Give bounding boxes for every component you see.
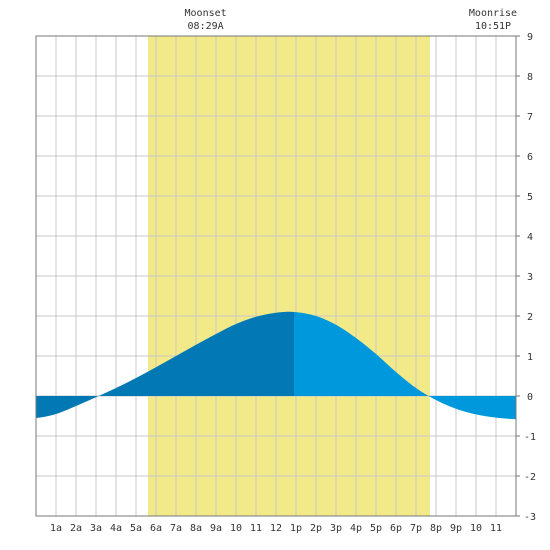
y-tick-label: -2 (524, 472, 536, 483)
axis-layer (35, 35, 520, 517)
x-tick-label: 5p (370, 523, 382, 534)
annotation-time: 10:51P (475, 21, 511, 32)
x-tick-label: 9p (450, 523, 462, 534)
annotation-time: 08:29A (188, 21, 224, 32)
x-tick-label: 10 (470, 523, 482, 534)
tide-area-rising (36, 311, 294, 418)
y-tick-label: 8 (527, 72, 533, 83)
x-tick-label: 7p (410, 523, 422, 534)
y-tick-label: 5 (527, 192, 533, 203)
x-tick-label: 4a (110, 523, 122, 534)
y-tick-label: -3 (524, 512, 536, 523)
y-tick-label: 7 (527, 112, 533, 123)
x-tick-label: 6a (150, 523, 162, 534)
tide-area-layer (36, 311, 516, 420)
y-tick-label: 6 (527, 152, 533, 163)
annotation-label: Moonrise (469, 8, 517, 19)
y-tick-label: 2 (527, 312, 533, 323)
grid-layer (36, 36, 516, 516)
x-tick-label: 8a (190, 523, 202, 534)
x-tick-label: 7a (170, 523, 182, 534)
x-tick-label: 8p (430, 523, 442, 534)
x-tick-label: 4p (350, 523, 362, 534)
tide-area-falling (294, 312, 516, 420)
x-tick-label: 2p (310, 523, 322, 534)
x-tick-label: 12 (270, 523, 282, 534)
y-tick-label: 4 (527, 232, 533, 243)
x-tick-label: 5a (130, 523, 142, 534)
x-tick-label: 3a (90, 523, 102, 534)
x-tick-label: 11 (490, 523, 502, 534)
x-tick-label: 2a (70, 523, 82, 534)
y-tick-label: 9 (527, 32, 533, 43)
y-tick-label: 0 (527, 392, 533, 403)
x-tick-label: 3p (330, 523, 342, 534)
y-tick-label: 3 (527, 272, 533, 283)
x-tick-label: 9a (210, 523, 222, 534)
annotation-label: Moonset (185, 8, 227, 19)
x-tick-label: 1p (290, 523, 302, 534)
x-tick-label: 1a (50, 523, 62, 534)
x-tick-label: 11 (250, 523, 262, 534)
y-tick-label: 1 (527, 352, 533, 363)
y-tick-label: -1 (524, 432, 536, 443)
x-tick-label: 6p (390, 523, 402, 534)
x-tick-label: 10 (230, 523, 242, 534)
